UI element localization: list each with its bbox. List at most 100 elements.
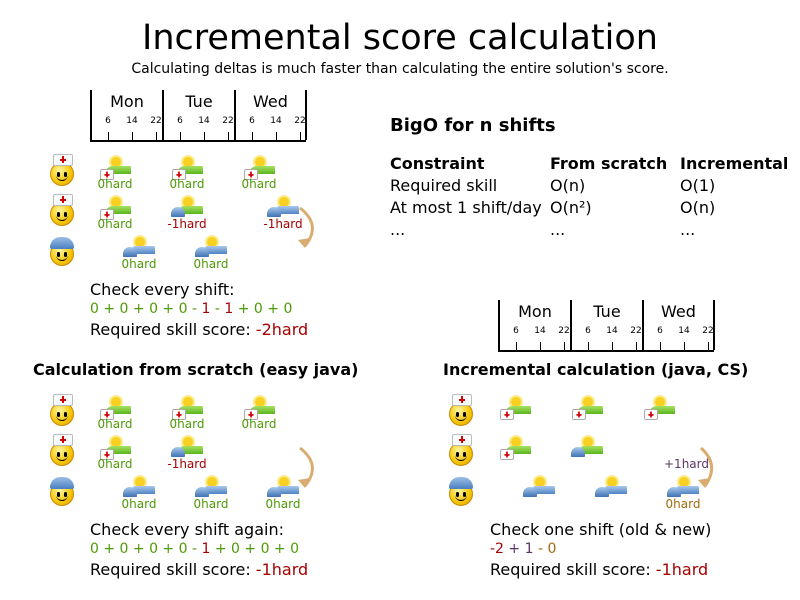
sun-icon [607, 477, 617, 487]
red-cross [104, 411, 110, 418]
cell: O(n²) [550, 197, 592, 217]
hour-label: 14 [126, 116, 138, 126]
score-label: Required skill score: [90, 320, 256, 339]
sun-icon [255, 397, 265, 407]
shift-shoulder [177, 206, 203, 214]
worker-cap-icon [523, 487, 537, 497]
shift-shoulder [673, 486, 699, 494]
sun-icon [583, 437, 593, 447]
score-sum: 0 + 0 + 0 + 0 - 1 + 0 + 0 + 0 [90, 541, 299, 557]
nurse-shift-icon [169, 196, 205, 224]
day-label: Tue [593, 302, 621, 321]
nurse-shift-icon [641, 396, 677, 424]
sum-part: 1 [224, 301, 234, 317]
timeline: Mon 6 14 22 Tue 6 14 22 Wed 6 14 22 [90, 90, 307, 142]
mouth [455, 415, 467, 421]
sum-part: 1 [201, 301, 211, 317]
check-text: Check one shift (old & new) [490, 520, 712, 539]
nurse-badge-icon [100, 209, 114, 220]
worker-cap-icon [195, 247, 209, 257]
score-value: -1hard [655, 560, 709, 579]
general-shift-icon [665, 476, 701, 504]
header-incremental: Incremental [680, 153, 789, 173]
shift-score: 0hard [193, 497, 229, 511]
cell: O(1) [680, 175, 716, 195]
sun-icon [183, 197, 193, 207]
shift-score: 0hard [169, 177, 205, 191]
shift-score: 0hard [97, 217, 133, 231]
nurse-badge-icon [500, 409, 514, 420]
sun-icon [535, 477, 545, 487]
bigo-title: BigO for n shifts [390, 115, 556, 136]
nurse-avatar-icon [50, 394, 74, 426]
delta-label: +1hard [664, 457, 709, 471]
sun-icon [111, 157, 121, 167]
nurse-shift-icon [97, 396, 133, 424]
shift-score: 0hard [121, 257, 157, 271]
hour-label: 14 [198, 116, 210, 126]
red-cross [504, 451, 510, 458]
hour-tick [588, 342, 589, 350]
score-line: Required skill score: -1hard [490, 560, 708, 579]
hour-tick [516, 342, 517, 350]
general-shift-icon [593, 476, 629, 504]
mouth [455, 455, 467, 461]
shift-score: -1hard [167, 217, 207, 231]
red-cross [648, 411, 654, 418]
hour-label: 22 [558, 326, 570, 336]
sum-part: 0 + 0 + 0 + 0 - [90, 301, 202, 317]
score-line: Required skill score: -2hard [90, 320, 308, 339]
nurse-shift-icon [569, 396, 605, 424]
red-cross [104, 211, 110, 218]
hour-label: 22 [150, 116, 162, 126]
nurse-badge-icon [172, 409, 186, 420]
sun-icon [111, 197, 121, 207]
nurse-avatar-icon [50, 434, 74, 466]
shift-shoulder [649, 406, 675, 414]
shift-shoulder [601, 486, 627, 494]
nurse-badge-icon [100, 409, 114, 420]
nurse-shift-icon [569, 436, 605, 464]
worker-cap [449, 477, 473, 489]
shift-shoulder [129, 486, 155, 494]
day-label: Wed [253, 92, 288, 111]
red-cross [576, 411, 582, 418]
score-sum: -2 + 1 - 0 [490, 541, 556, 557]
sum-part: -2 [490, 541, 504, 557]
nurse-cap [53, 154, 73, 166]
shift-score: 0hard [665, 497, 701, 511]
move-arrow-icon [298, 206, 314, 248]
shift-shoulder [505, 446, 531, 454]
score-line: Required skill score: -1hard [90, 560, 308, 579]
hour-tick [276, 132, 277, 140]
hour-tick [228, 132, 229, 140]
red-cross [176, 171, 182, 178]
worker-avatar-icon [449, 477, 473, 506]
nurse-badge-icon [100, 169, 114, 180]
hour-tick [540, 342, 541, 350]
sun-icon [135, 477, 145, 487]
worker-cap-icon [123, 487, 137, 497]
nurse-avatar-icon [449, 434, 473, 466]
score-sum: 0 + 0 + 0 + 0 - 1 - 1 + 0 + 0 [90, 301, 292, 317]
nurse-shift-icon [169, 396, 205, 424]
worker-cap-icon [267, 487, 281, 497]
sun-icon [279, 477, 289, 487]
nurse-avatar-icon [50, 154, 74, 186]
sum-part: 1 [201, 541, 211, 557]
mouth [56, 255, 68, 261]
nurse-avatar-icon [449, 394, 473, 426]
timeline-day: Tue 6 14 22 [570, 300, 642, 350]
bigo-row: ......... [388, 218, 790, 240]
hour-tick [204, 132, 205, 140]
bigo-header-row: Constraint From scratch Incremental [388, 152, 790, 174]
bigo-row: At most 1 shift/day O(n²) O(n) [388, 196, 790, 218]
general-shift-icon [265, 196, 301, 224]
red-cross [176, 411, 182, 418]
red-cross [504, 411, 510, 418]
hour-label: 14 [678, 326, 690, 336]
nurse-shift-icon [497, 396, 533, 424]
subtitle: Calculating deltas is much faster than c… [131, 61, 669, 77]
shift-shoulder [273, 486, 299, 494]
general-shift-icon [265, 476, 301, 504]
